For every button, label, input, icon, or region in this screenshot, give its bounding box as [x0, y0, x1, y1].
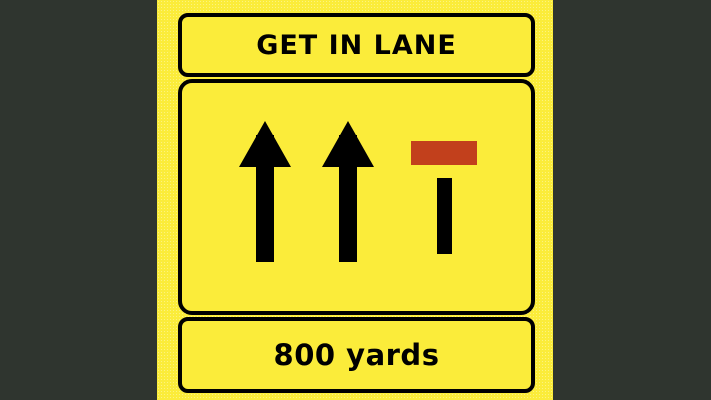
lane-1-arrow-ahead-icon — [239, 121, 291, 262]
sign-distance: 800 yards — [273, 338, 440, 372]
lane-2-arrow-ahead-icon — [322, 121, 374, 262]
sign-title: GET IN LANE — [256, 29, 457, 61]
lane-diagram-panel — [178, 79, 535, 315]
lane-diagram — [239, 121, 477, 262]
sign-distance-panel: 800 yards — [178, 317, 535, 393]
sign-header-panel: GET IN LANE — [178, 13, 535, 77]
lane-3-closed-icon — [411, 141, 477, 254]
